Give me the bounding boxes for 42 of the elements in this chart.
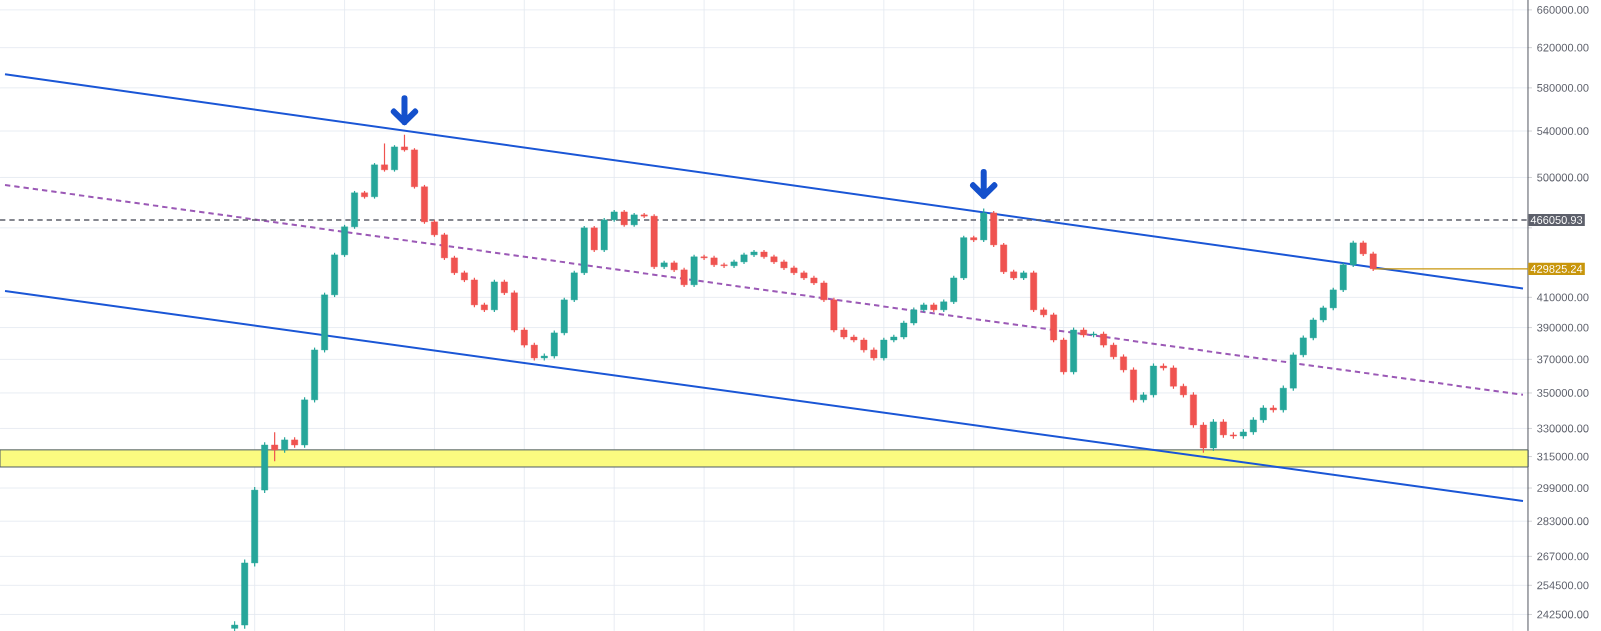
candlestick [1279, 384, 1287, 414]
y-tick-label: 254500.00 [1537, 581, 1589, 590]
candlestick [590, 225, 598, 253]
y-tick-label: 410000.00 [1536, 293, 1589, 302]
candlestick [550, 329, 558, 360]
candlestick [880, 337, 888, 361]
candlestick [451, 255, 458, 276]
y-tick-label: 299000.00 [1537, 484, 1589, 492]
y-tick-label: 580000.00 [1537, 83, 1589, 92]
ref-line-label: 466050.93 [1530, 216, 1583, 224]
y-tick-label: 500000.00 [1537, 173, 1589, 182]
candlestick [1309, 317, 1317, 341]
y-tick-label: 660000.00 [1537, 5, 1589, 14]
candlestick [1170, 364, 1177, 390]
candlestick [900, 320, 908, 340]
candlestick [820, 280, 828, 303]
candlestick [1200, 421, 1207, 454]
y-tick-label: 315000.00 [1537, 452, 1589, 461]
y-tick-label: 242500.00 [1537, 610, 1589, 619]
candlestick [1299, 334, 1307, 358]
candlestick [391, 144, 398, 173]
y-tick-label: 540000.00 [1537, 127, 1589, 135]
y-tick-label: 330000.00 [1537, 424, 1589, 433]
candlestick [720, 262, 728, 269]
candlestick [441, 232, 448, 261]
y-tick-label: 267000.00 [1537, 552, 1589, 561]
candlestick [950, 275, 958, 305]
y-tick-label: 350000.00 [1537, 389, 1589, 397]
y-tick-label: 283000.00 [1537, 517, 1589, 526]
candlestick [381, 142, 388, 173]
y-tick-label: 390000.00 [1537, 323, 1589, 332]
candlestick [1349, 240, 1357, 268]
candlestick [1219, 418, 1227, 439]
candlestick [1120, 353, 1127, 374]
candlestick [271, 431, 279, 462]
candlestick [520, 326, 528, 349]
y-tick-label: 620000.00 [1537, 43, 1589, 52]
ref-line-label: 429825.24 [1530, 264, 1583, 273]
candlestick [680, 267, 688, 288]
candlestick [1369, 251, 1377, 272]
candlestick [1329, 287, 1337, 311]
y-tick-label: 370000.00 [1537, 355, 1589, 364]
